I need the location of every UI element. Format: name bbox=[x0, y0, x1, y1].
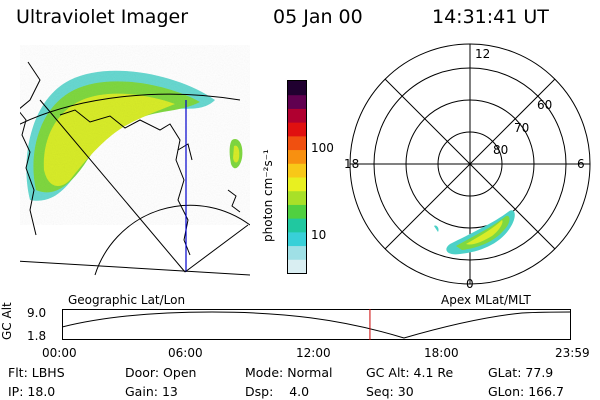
colorbar-tick-10: 10 bbox=[311, 228, 327, 242]
time-tick-1800: 18:00 bbox=[424, 346, 459, 360]
colorbar-band bbox=[288, 190, 306, 205]
colorbar-band bbox=[288, 135, 306, 151]
colorbar-band bbox=[288, 149, 306, 164]
altitude-curve bbox=[62, 311, 572, 339]
altitude-ylabel: GC Alt bbox=[0, 302, 14, 340]
polar-panel-label: Apex MLat/MLT bbox=[441, 293, 531, 307]
colorbar-band bbox=[288, 245, 306, 260]
lat-grid-circle bbox=[94, 204, 250, 276]
lat-grid-arc bbox=[20, 93, 241, 125]
polar-aurora-blob bbox=[446, 210, 515, 255]
instrument-title: Ultraviolet Imager bbox=[16, 6, 189, 28]
colorbar-band bbox=[288, 218, 306, 233]
status-ip: IP: 18.0 bbox=[8, 384, 56, 399]
status-seq: Seq: 30 bbox=[366, 384, 414, 399]
time-tick-0600: 06:00 bbox=[168, 346, 203, 360]
colorbar-band bbox=[288, 163, 306, 178]
mlt-label-18: 18 bbox=[344, 157, 360, 171]
time-tick-2359: 23:59 bbox=[555, 346, 590, 360]
colorbar-band bbox=[288, 231, 306, 247]
colorbar-tick-100: 100 bbox=[311, 141, 334, 155]
altitude-ymin: 1.8 bbox=[27, 329, 47, 343]
colorbar-band bbox=[288, 108, 306, 123]
geographic-label: Geographic Lat/Lon bbox=[68, 293, 186, 307]
status-glon: GLon: 166.7 bbox=[488, 384, 564, 399]
mlt-label-6: 6 bbox=[577, 157, 585, 171]
colorbar-band bbox=[288, 259, 306, 273]
status-gain: Gain: 13 bbox=[125, 384, 178, 399]
altitude-ymax: 9.0 bbox=[27, 306, 47, 320]
colorbar-band bbox=[288, 94, 306, 109]
status-dsp: Dsp: 4.0 bbox=[245, 384, 310, 399]
date-label: 05 Jan 00 bbox=[273, 6, 363, 28]
status-mode: Mode: Normal bbox=[245, 365, 333, 380]
time-label: 14:31:41 UT bbox=[432, 6, 549, 28]
mlt-label-12: 12 bbox=[475, 47, 491, 61]
mlat-label-80: 80 bbox=[493, 143, 509, 157]
colorbar-band bbox=[288, 81, 306, 96]
time-tick-1200: 12:00 bbox=[296, 346, 331, 360]
colorbar-band bbox=[288, 122, 306, 137]
colorbar-gradient bbox=[288, 81, 306, 273]
colorbar bbox=[287, 80, 307, 274]
mlat-label-70: 70 bbox=[514, 121, 530, 135]
colorbar-band bbox=[288, 204, 306, 219]
status-glat: GLat: 77.9 bbox=[488, 365, 554, 380]
coastline bbox=[20, 61, 41, 236]
altitude-orbit-plot bbox=[62, 309, 572, 340]
status-flt: Flt: LBHS bbox=[8, 365, 65, 380]
time-tick-0000: 00:00 bbox=[42, 346, 77, 360]
mlt-label-0: 0 bbox=[466, 277, 474, 291]
mlat-label-60: 60 bbox=[537, 98, 553, 112]
colorbar-unit-label: photon cm⁻²s⁻¹ bbox=[261, 149, 275, 242]
status-gc-alt: GC Alt: 4.1 Re bbox=[366, 365, 454, 380]
colorbar-band bbox=[288, 177, 306, 192]
geographic-image-panel bbox=[20, 60, 250, 276]
polar-mlat-mlt-panel bbox=[349, 43, 591, 285]
status-door: Door: Open bbox=[125, 365, 197, 380]
